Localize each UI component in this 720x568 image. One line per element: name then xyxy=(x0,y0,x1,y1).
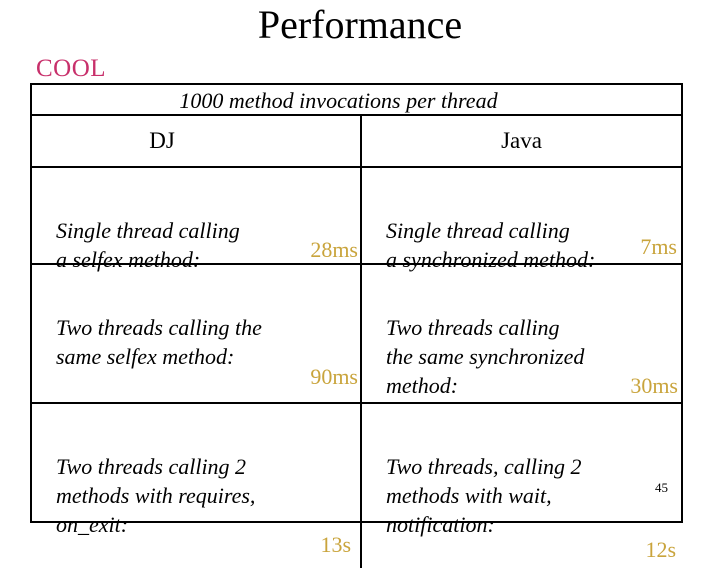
performance-table: 1000 method invocations per thread DJ Ja… xyxy=(30,83,683,568)
cell-text: Two threads calling 2 methods with requi… xyxy=(56,454,256,537)
column-header-java: Java xyxy=(362,116,681,168)
cell-value: 90ms xyxy=(310,364,358,389)
table-cell-dj-two-methods: Two threads calling 2 methods with requi… xyxy=(32,404,362,568)
cool-label: COOL xyxy=(36,55,107,82)
cell-value: 13s xyxy=(320,532,351,557)
cell-text: Single thread calling a synchronized met… xyxy=(386,218,596,272)
cell-text: Two threads calling the same synchronize… xyxy=(386,315,585,398)
cell-value: 7ms xyxy=(640,234,677,259)
table-cell-java-single-thread: Single thread calling a synchronized met… xyxy=(362,168,681,272)
table-cell-java-two-threads: Two threads calling the same synchronize… xyxy=(362,265,681,404)
cell-text: Single thread calling a selfex method: xyxy=(56,218,240,272)
table-cell-java-two-methods: Two threads, calling 2 methods with wait… xyxy=(362,404,681,568)
cell-text: Two threads calling the same selfex meth… xyxy=(56,315,262,369)
table-cell-dj-two-threads: Two threads calling the same selfex meth… xyxy=(32,265,362,404)
cell-value: 28ms xyxy=(310,237,358,262)
slide-page-number: 45 xyxy=(655,480,668,495)
cell-value: 30ms xyxy=(630,373,678,398)
table-caption: 1000 method invocations per thread xyxy=(32,85,681,116)
presentation-slide: Performance COOL 1000 method invocations… xyxy=(30,2,683,568)
cell-value: 12s xyxy=(645,537,676,562)
column-header-dj: DJ xyxy=(32,116,362,168)
table-cell-dj-single-thread: Single thread calling a selfex method: 2… xyxy=(32,168,362,272)
slide-title: Performance xyxy=(257,2,463,47)
cell-text: Two threads, calling 2 methods with wait… xyxy=(386,454,582,537)
